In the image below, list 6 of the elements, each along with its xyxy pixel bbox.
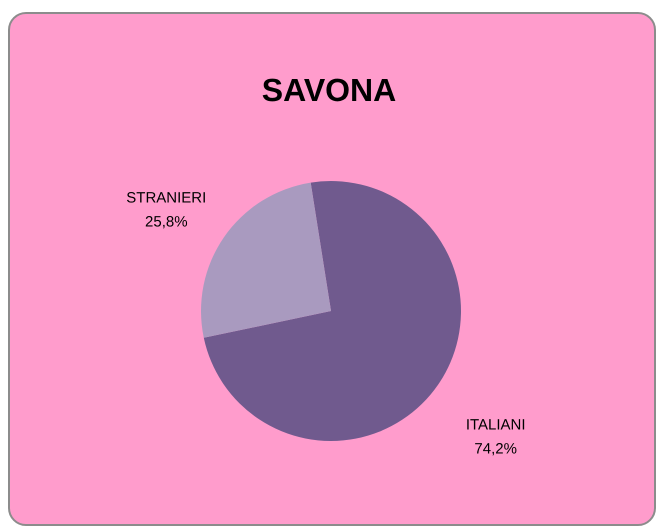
slice-label: ITALIANI — [466, 416, 526, 434]
data-label: 25,8% — [145, 214, 188, 231]
slice-label: STRANIERI — [126, 190, 206, 207]
data-label: 74,2% — [474, 440, 517, 458]
chart-title: SAVONA — [262, 72, 396, 108]
pie-slice — [204, 181, 461, 441]
